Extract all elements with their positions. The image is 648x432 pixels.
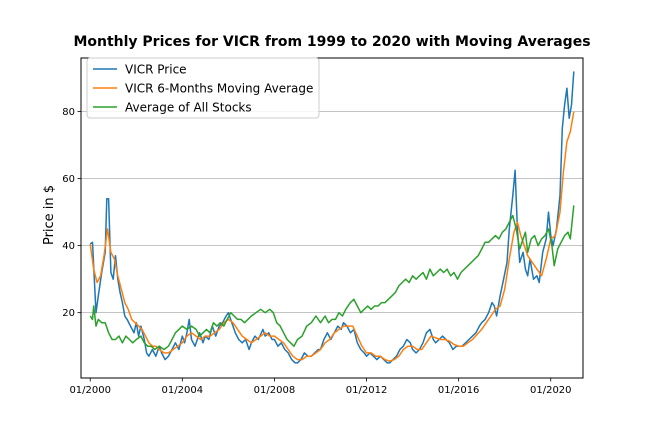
x-tick-label: 01/2016 [438,385,480,396]
y-axis-label: Price in $ [42,185,57,245]
series-line-vicr-6-months-moving-average [89,111,575,362]
x-tick-label: 01/2008 [254,385,296,396]
x-tick-label: 01/2004 [162,385,204,396]
legend-label: Average of All Stocks [125,101,252,115]
axis-ticks: 20 40 60 80 01/2000 01/2004 01/2008 01/2012 01/2… [62,107,571,396]
y-tick-label: 20 [62,308,75,319]
x-tick-label: 01/2020 [530,385,572,396]
y-tick-label: 60 [62,174,75,185]
legend-label: VICR 6-Months Moving Average [125,82,313,96]
y-tick-label: 80 [62,107,75,118]
chart-title: Monthly Prices for VICR from 1999 to 202… [73,34,590,50]
axes-frame [80,57,584,379]
series-line-average-of-all-stocks [89,205,575,351]
y-tick-label: 40 [62,241,75,252]
legend: VICR Price VICR 6-Months Moving Average Av… [86,57,320,119]
x-tick-label: 01/2012 [346,385,388,396]
legend-box [86,57,320,119]
legend-label: VICR Price [125,63,187,77]
x-tick-label: 01/2000 [69,385,111,396]
plot-lines [89,71,575,364]
